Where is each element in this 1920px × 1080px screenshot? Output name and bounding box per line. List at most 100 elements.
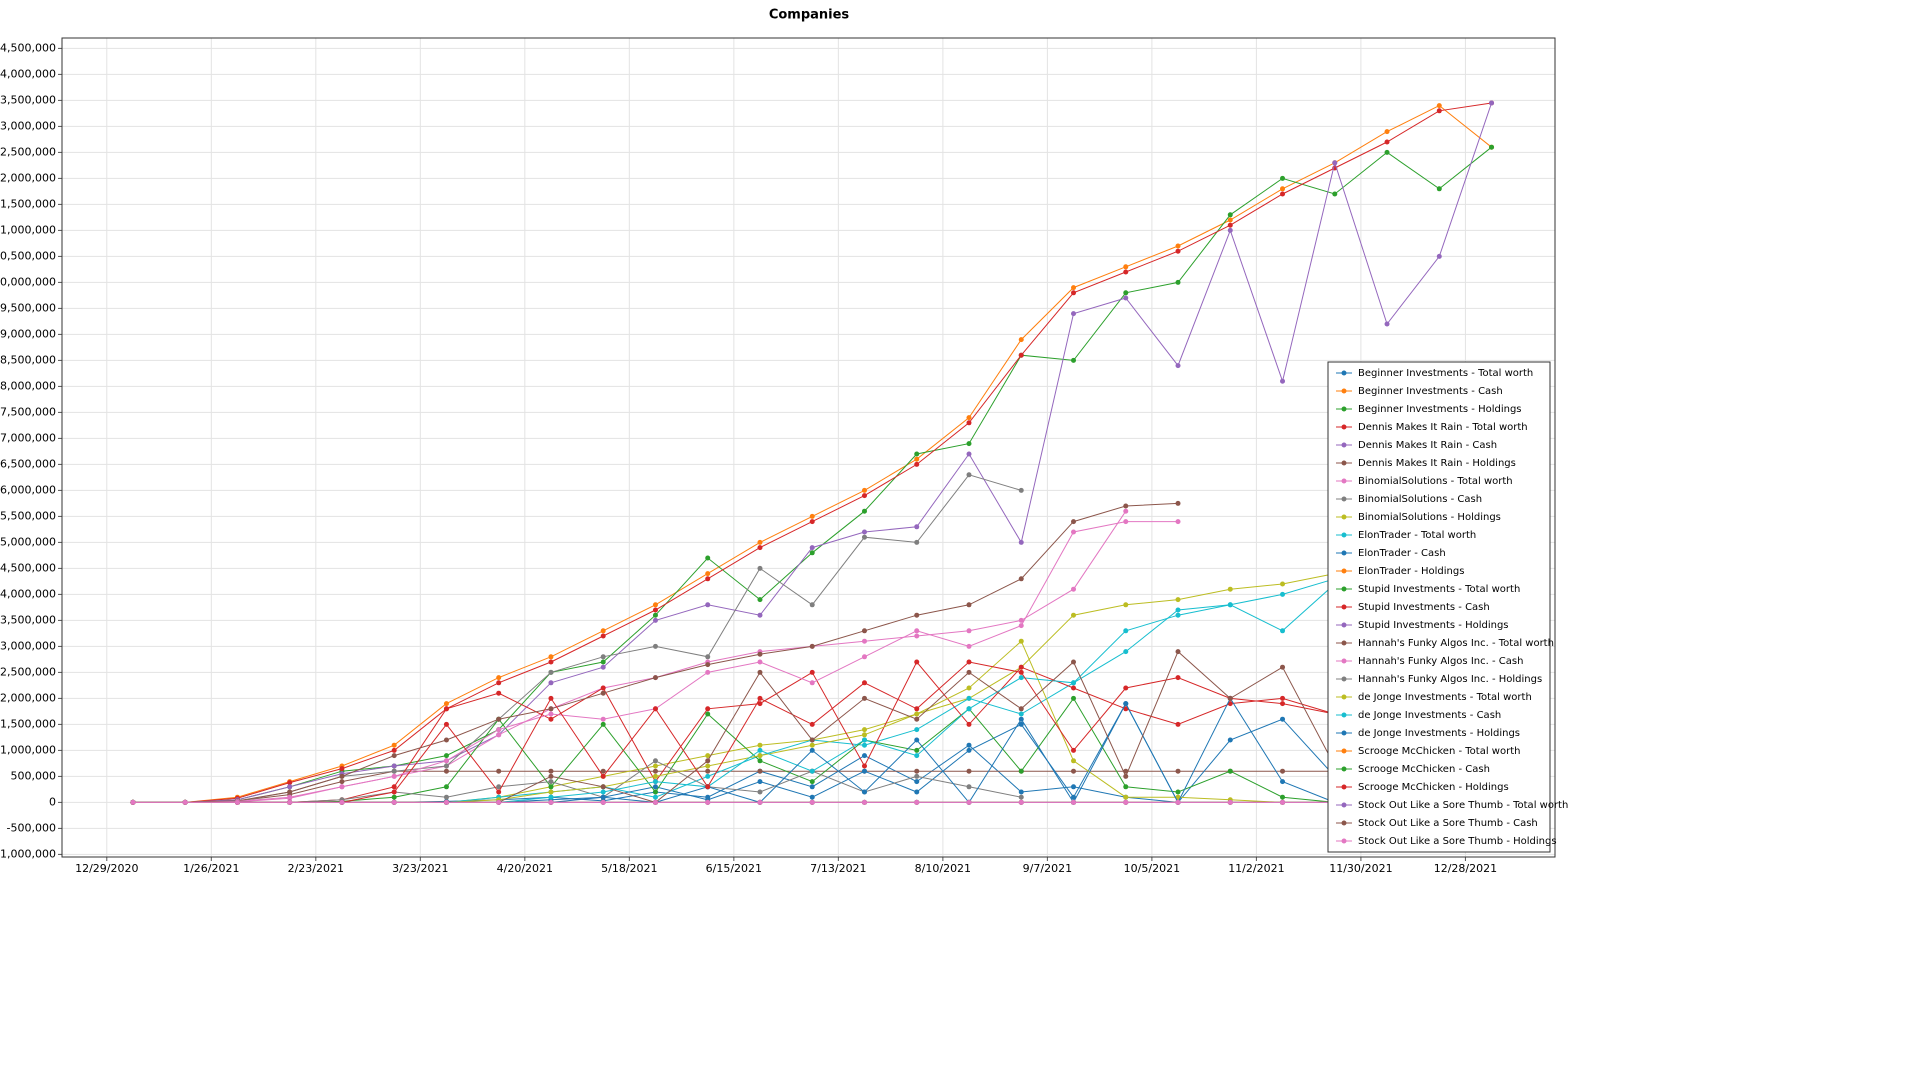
point	[1018, 799, 1024, 805]
point	[914, 659, 920, 665]
point	[234, 799, 240, 805]
point	[1175, 607, 1181, 613]
y-tick-label: 13,000,000	[0, 119, 56, 132]
y-tick-label: 2,000,000	[0, 691, 56, 704]
x-tick-label: 10/5/2021	[1124, 862, 1180, 875]
point	[652, 758, 658, 764]
point	[705, 669, 711, 675]
point	[600, 633, 606, 639]
point	[1175, 721, 1181, 727]
y-tick-label: 12,500,000	[0, 145, 56, 158]
point	[1018, 711, 1024, 717]
point	[705, 768, 711, 774]
point	[1227, 799, 1233, 805]
point	[1123, 508, 1129, 514]
x-tick-label: 8/10/2021	[915, 862, 971, 875]
point	[757, 669, 763, 675]
point	[966, 628, 972, 634]
legend-marker	[1341, 532, 1347, 538]
point	[809, 602, 815, 608]
legend-label: ElonTrader - Cash	[1358, 548, 1446, 559]
point	[809, 519, 815, 525]
point	[966, 784, 972, 790]
point	[1123, 628, 1129, 634]
point	[914, 773, 920, 779]
point	[966, 669, 972, 675]
point	[809, 513, 815, 519]
y-tick-label: 6,500,000	[0, 457, 56, 470]
point	[443, 768, 449, 774]
point	[1071, 680, 1077, 686]
point	[757, 651, 763, 657]
point	[1018, 706, 1024, 712]
point	[496, 732, 502, 738]
point	[1018, 721, 1024, 727]
point	[1280, 716, 1286, 722]
point	[391, 747, 397, 753]
point	[443, 794, 449, 800]
point	[861, 638, 867, 644]
point	[548, 799, 554, 805]
point	[1018, 617, 1024, 623]
point	[1071, 659, 1077, 665]
point	[496, 784, 502, 790]
point	[652, 706, 658, 712]
point	[652, 768, 658, 774]
legend-marker	[1341, 730, 1347, 736]
point	[391, 742, 397, 748]
point	[914, 711, 920, 717]
point	[1280, 768, 1286, 774]
point	[757, 539, 763, 545]
y-tick-label: 5,500,000	[0, 509, 56, 522]
point	[652, 617, 658, 623]
legend-label: Scrooge McChicken - Total worth	[1358, 746, 1520, 757]
point	[1227, 227, 1233, 233]
legend-marker	[1341, 640, 1347, 646]
point	[1071, 519, 1077, 525]
x-tick-label: 4/20/2021	[497, 862, 553, 875]
y-tick-label: 8,500,000	[0, 353, 56, 366]
point	[1227, 222, 1233, 228]
x-tick-label: 2/23/2021	[288, 862, 344, 875]
point	[966, 415, 972, 421]
legend-marker	[1341, 406, 1347, 412]
legend-marker	[1341, 460, 1347, 466]
point	[1071, 685, 1077, 691]
x-tick-label: 12/28/2021	[1434, 862, 1497, 875]
legend-marker	[1341, 388, 1347, 394]
point	[1071, 799, 1077, 805]
point	[1071, 586, 1077, 592]
point	[1018, 664, 1024, 670]
legend-label: Stupid Investments - Cash	[1358, 602, 1490, 613]
y-tick-label: 3,500,000	[0, 613, 56, 626]
point	[1384, 149, 1390, 155]
point	[914, 628, 920, 634]
point	[339, 799, 345, 805]
point	[443, 721, 449, 727]
point	[861, 789, 867, 795]
point	[1071, 794, 1077, 800]
point	[1280, 794, 1286, 800]
legend-marker	[1341, 604, 1347, 610]
point	[600, 654, 606, 660]
y-tick-label: 4,000,000	[0, 587, 56, 600]
point	[966, 685, 972, 691]
legend-marker	[1341, 622, 1347, 628]
point	[914, 461, 920, 467]
y-tick-label: 5,000,000	[0, 535, 56, 548]
point	[1018, 789, 1024, 795]
point	[1123, 503, 1129, 509]
point	[757, 753, 763, 759]
point	[861, 799, 867, 805]
point	[861, 742, 867, 748]
legend-marker	[1341, 568, 1347, 574]
point	[652, 773, 658, 779]
y-tick-label: 3,000,000	[0, 639, 56, 652]
legend-label: ElonTrader - Holdings	[1358, 566, 1464, 577]
point	[1280, 664, 1286, 670]
point	[652, 784, 658, 790]
point	[1175, 612, 1181, 618]
point	[914, 747, 920, 753]
point	[914, 727, 920, 733]
point	[1175, 597, 1181, 603]
